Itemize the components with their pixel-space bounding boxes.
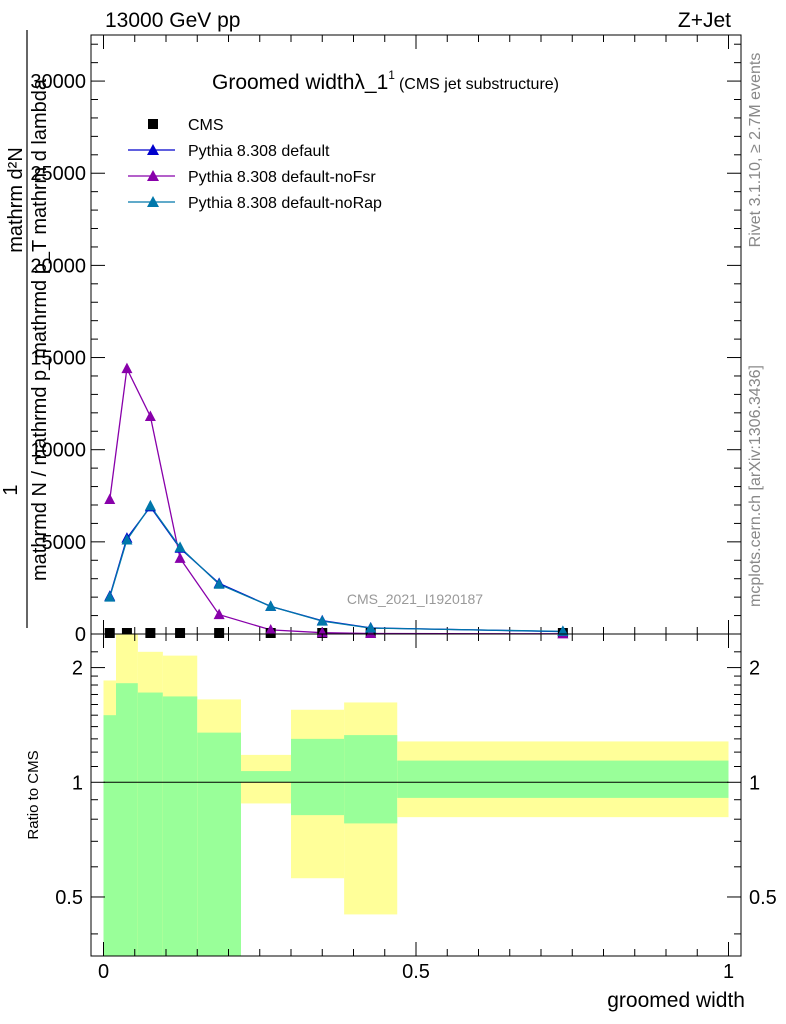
cms-data-point (145, 628, 156, 638)
ratio-band-green (197, 732, 241, 956)
legend-label-nofsr: Pythia 8.308 default-noFsr (188, 169, 376, 186)
ratio-band-green (162, 696, 198, 956)
x-tick-label: 1 (723, 961, 734, 983)
ratio-y-tick-label: 2 (72, 658, 83, 680)
legend-marker-norap (147, 196, 159, 207)
pythia-8-308-default-norap-point (121, 534, 133, 545)
x-tick-label: 0 (98, 961, 109, 983)
process-label: Z+Jet (678, 9, 731, 32)
pythia-8-308-default-norap-line (109, 504, 563, 633)
pythia-8-308-default-norap-point (213, 578, 225, 589)
pythia-8-308-default-nofsr-point (365, 627, 377, 639)
pythia-8-308-default-nofsr-point (213, 608, 225, 620)
pythia-8-308-default-nofsr-point (121, 362, 133, 374)
pythia-8-308-default-nofsr-point (144, 410, 156, 422)
main-series-markers (104, 362, 569, 639)
main-y-tick-label: 20000 (30, 255, 86, 277)
ratio-y-tick-labels: 0.5 0.5 1 1 2 2 (55, 658, 777, 909)
legend-label-default: Pythia 8.308 default (188, 143, 330, 160)
pythia-8-308-default-norap-point (144, 499, 156, 511)
main-series-lines (109, 366, 563, 635)
ratio-y-tick-label-right: 1 (749, 772, 760, 794)
legend-label-cms: CMS (188, 117, 224, 134)
main-y-tick-label: 30000 (30, 71, 86, 93)
chart-title: Groomed widthλ_11 (CMS jet substructure) (212, 68, 559, 94)
pythia-8-308-default-nofsr-point (174, 552, 186, 563)
ratio-uncertainty-bands (103, 634, 729, 956)
pythia-8-308-default-nofsr-point (265, 623, 277, 635)
pythia-8-308-default-nofsr-line (109, 366, 563, 635)
ratio-y-axis-label: Ratio to CMS (25, 750, 42, 839)
chart-title-superscript: 1 (388, 68, 395, 82)
legend: CMS Pythia 8.308 default Pythia 8.308 de… (128, 117, 382, 212)
chart-subtitle: (CMS jet substructure) (399, 76, 559, 93)
pythia-8-308-default-nofsr-point (316, 626, 328, 638)
ratio-band-green (137, 692, 163, 956)
ratio-y-tick-label: 1 (72, 772, 83, 794)
ratio-y-tick-label: 0.5 (55, 887, 83, 909)
legend-marker-nofsr (147, 170, 159, 181)
pythia-8-308-default-norap-point (174, 541, 186, 552)
main-y-tick-labels: 0 5000 10000 15000 20000 25000 30000 (30, 71, 86, 646)
x-axis-label: groomed width (607, 989, 745, 1012)
y-label-numerator: 1 (0, 484, 22, 495)
watermark: CMS_2021_I1920187 (347, 591, 483, 607)
ratio-plot-panel: 0.5 0.51 12 2 0 0.5 1 (55, 633, 777, 983)
ratio-y-tick-label-right: 2 (749, 658, 760, 680)
main-y-tick-label: 5000 (42, 532, 87, 554)
ratio-y-tick-label-right: 0.5 (749, 887, 777, 909)
y-label-denominator: mathrmd N / mathrmd p_mathrmd p_T mathrm… (29, 78, 51, 581)
pythia-8-308-default-norap-point (104, 591, 116, 602)
y-label-overlay: mathrm d²N (5, 147, 27, 253)
pythia-8-308-default-norap-point (557, 625, 569, 636)
legend-marker-cms (148, 119, 158, 129)
pythia-8-308-default-line (109, 505, 563, 633)
pythia-8-308-default-norap-point (365, 622, 377, 633)
legend-label-norap: Pythia 8.308 default-noRap (188, 195, 382, 212)
rivet-label: Rivet 3.1.10, ≥ 2.7M events (747, 53, 764, 248)
chart-title-main: Groomed widthλ_1 (212, 71, 388, 94)
x-tick-label: 0.5 (402, 961, 430, 983)
cms-data-point (175, 628, 186, 638)
mcplots-label: mcplots.cern.ch [arXiv:1306.3436] (747, 365, 764, 607)
main-y-tick-label: 0 (75, 624, 86, 646)
cms-data-point (104, 628, 115, 638)
ratio-frame (90, 633, 742, 957)
legend-marker-default (147, 144, 159, 155)
main-y-tick-label: 10000 (30, 440, 86, 462)
cms-data-point (121, 628, 132, 638)
pythia-8-308-default-norap-point (265, 600, 277, 611)
ratio-band-green (241, 771, 291, 783)
cms-data-point (214, 628, 225, 638)
ratio-band-green (116, 683, 138, 956)
main-y-tick-label: 15000 (30, 348, 86, 370)
ratio-band-green (397, 760, 729, 798)
ratio-axis-ticks (91, 634, 741, 956)
main-axis-ticks (91, 35, 741, 635)
ratio-band-green (344, 735, 398, 824)
pythia-8-308-default-norap-point (316, 615, 328, 626)
main-plot-panel: 0 5000 10000 15000 20000 25000 30000 CMS_2021_… (30, 34, 742, 646)
main-y-tick-label: 25000 (30, 163, 86, 185)
ratio-band-green (291, 738, 345, 816)
x-tick-labels: 0 0.5 1 (98, 961, 734, 983)
pythia-8-308-default-nofsr-point (104, 493, 116, 504)
ratio-band-green (103, 715, 116, 956)
main-y-axis-label: mathrm d²N 1 mathrmd N / mathrmd p_mathr… (0, 30, 51, 628)
energy-label: 13000 GeV pp (105, 9, 240, 32)
